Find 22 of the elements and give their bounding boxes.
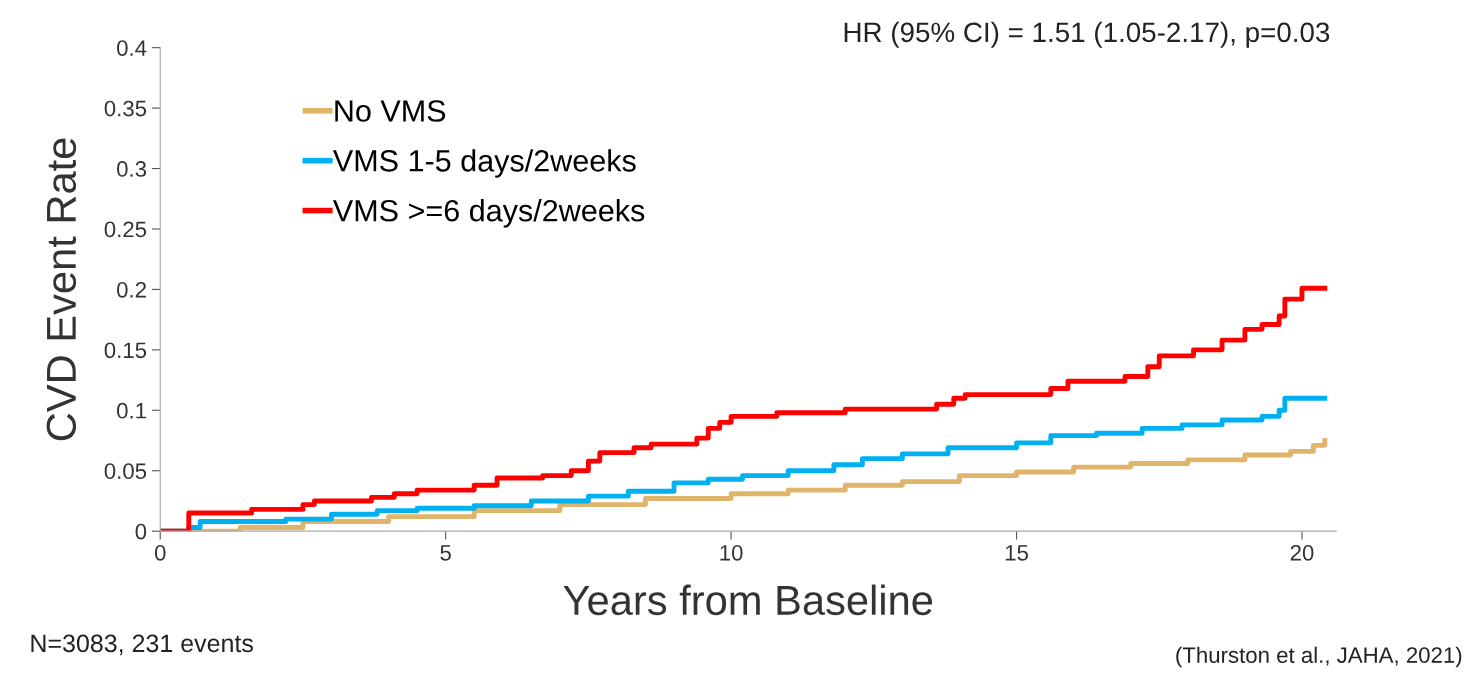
- y-tick-label: 0.3: [117, 161, 147, 177]
- text: N=3083, 231 events: [31, 634, 253, 656]
- x-tick-label: 5: [440, 545, 451, 561]
- text: HR (95% CI) = 1.51 (1.05-2.17), p=0.03: [844, 21, 1330, 48]
- y-tick-label: 0: [135, 523, 147, 540]
- x-tick-label: 0: [154, 544, 166, 561]
- y-tick-label: 0.05: [104, 463, 147, 480]
- legend-label: No VMS: [335, 100, 446, 122]
- y-tick-label: 0.2: [117, 281, 146, 298]
- x-tick-label: 10: [720, 544, 743, 561]
- legend-label: VMS >=6 days/2weeks: [332, 199, 645, 228]
- y-tick-label: 0.25: [104, 221, 147, 238]
- y-tick-label: 0.35: [104, 100, 147, 117]
- text: (Thurston et al., JAHA, 2021): [1176, 646, 1462, 668]
- y-tick-label: 0.4: [117, 40, 147, 56]
- y-axis-title: CVD Event Rate: [46, 138, 77, 441]
- x-tick-label: 15: [1005, 545, 1028, 561]
- y-tick-label: 0.1: [117, 402, 146, 419]
- x-axis-title: Years from Baseline: [563, 584, 933, 616]
- x-tick-label: 20: [1290, 544, 1314, 561]
- legend-label: VMS 1-5 days/2weeks: [332, 149, 636, 178]
- y-tick-label: 0.15: [104, 342, 147, 359]
